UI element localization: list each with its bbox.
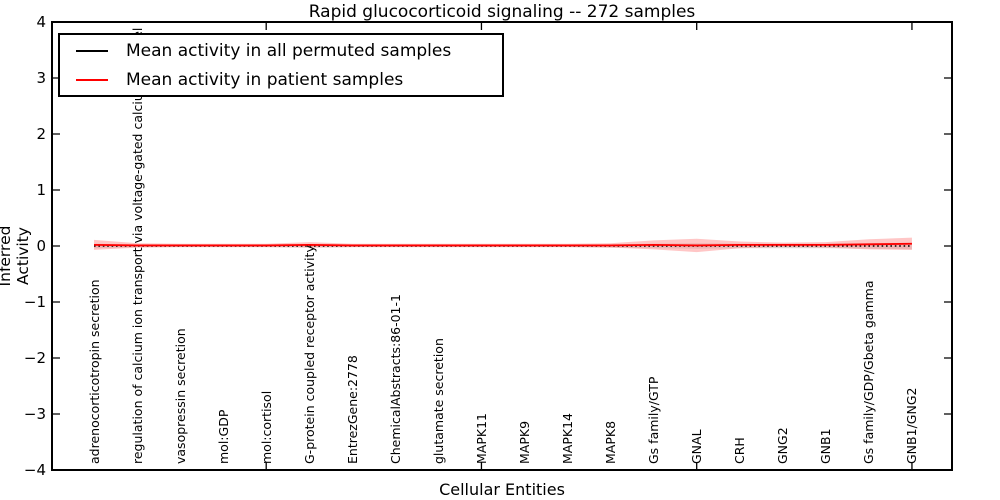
x-tick-label: ChemicalAbstracts:86-01-1: [387, 294, 403, 464]
x-tick-label: mol:cortisol: [258, 390, 274, 464]
x-tick-label: EntrezGene:2778: [344, 355, 360, 464]
x-tick-label: MAPK8: [603, 420, 619, 464]
legend-label-permuted: Mean activity in all permuted samples: [126, 40, 452, 61]
y-tick-label: 0: [36, 237, 46, 255]
x-tick-label: GNB1: [818, 428, 834, 464]
x-tick-label: GNB1/GNG2: [904, 387, 920, 464]
x-tick-label: MAPK11: [473, 413, 489, 464]
y-tick-label: 1: [36, 181, 46, 199]
axis-ticks: [52, 21, 952, 471]
x-axis-label: Cellular Entities: [439, 480, 565, 499]
x-tick-label: CRH: [732, 437, 748, 464]
legend: Mean activity in all permuted samples Me…: [58, 33, 504, 97]
x-tick-label: GNAL: [689, 429, 705, 464]
x-tick-label: MAPK14: [560, 413, 576, 464]
y-tick-label: −3: [23, 405, 46, 423]
y-tick-label: −1: [23, 293, 46, 311]
patient-mean-line: [93, 242, 912, 247]
x-tick-label: MAPK9: [517, 420, 532, 464]
y-tick-label: −2: [23, 349, 46, 367]
chart-title: Rapid glucocorticoid signaling -- 272 sa…: [308, 2, 696, 22]
x-tick-label: mol:GDP: [215, 409, 231, 464]
y-tick-label: 3: [36, 69, 46, 87]
legend-line-patient: [76, 78, 108, 81]
legend-label-patient: Mean activity in patient samples: [126, 69, 404, 90]
series-layer: [93, 237, 912, 253]
y-tick-label: 2: [36, 125, 46, 143]
legend-entry-permuted: Mean activity in all permuted samples: [60, 37, 502, 65]
legend-line-permuted: [76, 49, 108, 52]
x-tick-label: adrenocorticotropin secretion: [86, 279, 102, 464]
legend-entry-patient: Mean activity in patient samples: [60, 66, 502, 94]
x-tick-label: Gs family/GDP/Gbeta gamma: [861, 280, 877, 464]
x-tick-label: Gs family/GTP: [646, 376, 662, 464]
x-tick-label: vasopressin secretion: [172, 328, 188, 464]
y-tick-label: −4: [23, 461, 46, 479]
x-tick-label: GNG2: [775, 427, 791, 464]
x-tick-label: glutamate secretion: [430, 338, 446, 464]
y-tick-label: 4: [36, 13, 46, 31]
x-tick-label: G-protein coupled receptor activity: [301, 245, 317, 464]
